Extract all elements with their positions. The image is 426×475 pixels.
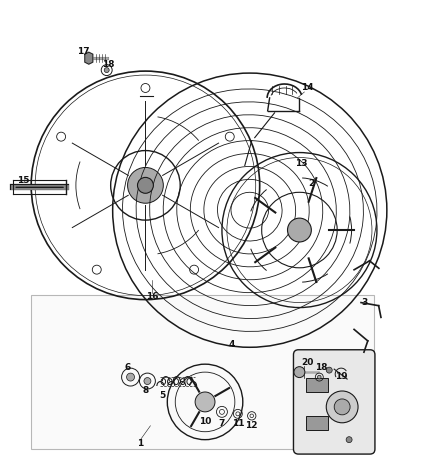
- Text: 16: 16: [146, 292, 158, 301]
- Circle shape: [138, 177, 153, 193]
- Text: 4: 4: [229, 340, 235, 349]
- FancyBboxPatch shape: [31, 294, 374, 448]
- Text: 1: 1: [137, 439, 144, 448]
- Circle shape: [326, 391, 358, 423]
- Circle shape: [317, 375, 321, 379]
- Circle shape: [294, 367, 305, 378]
- Text: 10: 10: [199, 418, 211, 426]
- Text: 14: 14: [301, 84, 314, 93]
- Text: 17: 17: [77, 47, 89, 56]
- Circle shape: [346, 437, 352, 443]
- FancyBboxPatch shape: [306, 378, 328, 392]
- Circle shape: [195, 392, 215, 412]
- Text: 6: 6: [124, 362, 131, 371]
- Text: 3: 3: [361, 298, 367, 307]
- Text: 12: 12: [245, 421, 258, 430]
- Circle shape: [104, 67, 109, 73]
- Text: 2: 2: [308, 179, 314, 188]
- Circle shape: [144, 378, 151, 385]
- Circle shape: [334, 399, 350, 415]
- Text: 8: 8: [142, 387, 149, 396]
- Text: 18: 18: [102, 60, 115, 69]
- Circle shape: [288, 218, 311, 242]
- Text: 19: 19: [335, 371, 348, 380]
- FancyBboxPatch shape: [306, 416, 328, 430]
- Text: 13: 13: [295, 159, 308, 168]
- Text: 7: 7: [219, 419, 225, 428]
- Polygon shape: [85, 52, 93, 64]
- Circle shape: [127, 373, 135, 381]
- Text: 11: 11: [232, 419, 244, 428]
- Text: 18: 18: [315, 362, 328, 371]
- Text: 5: 5: [159, 391, 165, 400]
- FancyBboxPatch shape: [294, 350, 375, 454]
- Circle shape: [326, 367, 332, 373]
- Text: 20: 20: [301, 358, 314, 367]
- Circle shape: [127, 168, 163, 203]
- Text: 15: 15: [17, 176, 29, 185]
